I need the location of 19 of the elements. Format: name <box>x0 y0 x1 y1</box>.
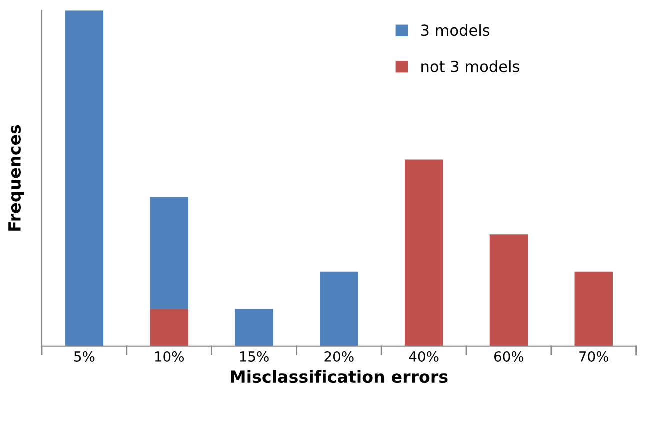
legend-label: 3 models <box>421 24 490 36</box>
x-tick-label: 20% <box>324 351 354 362</box>
legend-label: not 3 models <box>422 60 520 72</box>
x-tick-label: 70% <box>580 351 609 362</box>
x-tick-label: 60% <box>494 351 524 362</box>
bar <box>150 309 188 346</box>
x-axis-title: Misclassification errors <box>231 370 448 384</box>
bar <box>150 197 188 310</box>
bar <box>490 234 528 346</box>
bar <box>65 10 104 346</box>
y-axis-title: Frequences <box>8 125 24 231</box>
x-tick-label: 5% <box>74 351 95 362</box>
x-tick-label: 10% <box>155 351 184 362</box>
bar <box>320 272 358 346</box>
x-tick-label: 40% <box>409 351 439 362</box>
bar <box>235 309 274 346</box>
bar <box>574 272 613 346</box>
bar <box>404 160 444 346</box>
x-tick-label: 15% <box>240 351 269 362</box>
